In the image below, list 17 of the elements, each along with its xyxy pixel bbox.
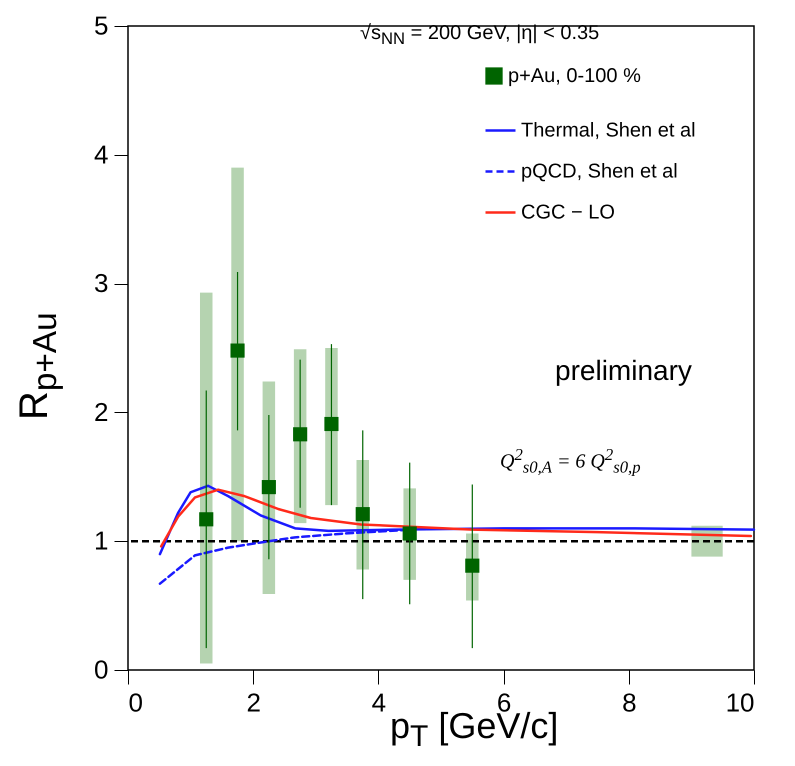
x-tick-label: 2 (246, 688, 261, 718)
y-tick-label: 4 (94, 139, 108, 170)
y-tick-label: 1 (94, 526, 108, 556)
legend-label: CGC − LO (521, 202, 615, 224)
x-tick-label: 8 (622, 688, 637, 718)
y-tick-label: 2 (94, 396, 108, 427)
legend-label: Thermal, Shen et al (521, 120, 696, 142)
x-tick-label: 0 (128, 688, 143, 718)
y-tick-label: 0 (94, 654, 108, 684)
y-tick-label: 5 (94, 10, 108, 40)
legend-label: pQCD, Shen et al (521, 160, 678, 182)
x-tick-label: 10 (726, 688, 754, 718)
annotation: preliminary (555, 355, 692, 387)
x-tick-label: 4 (372, 688, 386, 718)
legend-label: p+Au, 0-100 % (508, 65, 642, 87)
line-series (160, 488, 752, 548)
y-tick-label: 3 (94, 268, 108, 298)
